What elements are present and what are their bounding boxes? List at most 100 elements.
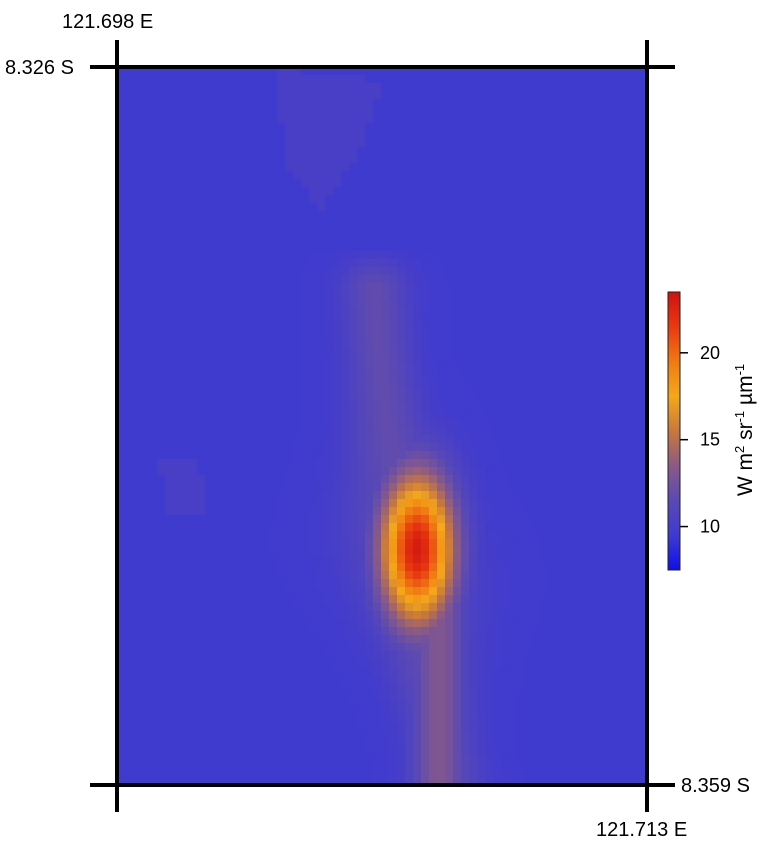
heatmap-cell [397, 99, 405, 107]
heatmap-cell [485, 395, 493, 403]
heatmap-cell [141, 371, 149, 379]
heatmap-cell [597, 139, 605, 147]
heatmap-cell [253, 483, 261, 491]
heatmap-cell [221, 187, 229, 195]
heatmap-cell [597, 395, 605, 403]
heatmap-cell [461, 507, 469, 515]
heatmap-cell [205, 235, 213, 243]
heatmap-cell [485, 651, 493, 659]
heatmap-cell [125, 363, 133, 371]
heatmap-cell [269, 211, 277, 219]
heatmap-cell [149, 235, 157, 243]
heatmap-cell [501, 627, 509, 635]
heatmap-cell [565, 315, 573, 323]
heatmap-cell [141, 427, 149, 435]
heatmap-cell [541, 619, 549, 627]
heatmap-cell [533, 403, 541, 411]
heatmap-cell [141, 403, 149, 411]
heatmap-cell [301, 627, 309, 635]
heatmap-cell [157, 507, 165, 515]
heatmap-cell [253, 371, 261, 379]
heatmap-cell [541, 539, 549, 547]
heatmap-cell [397, 563, 405, 571]
heatmap-cell [477, 451, 485, 459]
heatmap-cell [341, 187, 349, 195]
heatmap-cell [373, 475, 381, 483]
heatmap-cell [373, 395, 381, 403]
heatmap-cell [197, 187, 205, 195]
heatmap-cell [333, 635, 341, 643]
heatmap-cell [165, 659, 173, 667]
heatmap-cell [501, 275, 509, 283]
heatmap-cell [541, 643, 549, 651]
heatmap-cell [293, 635, 301, 643]
heatmap-cell [149, 451, 157, 459]
heatmap-cell [469, 499, 477, 507]
heatmap-cell [437, 627, 445, 635]
heatmap-cell [277, 547, 285, 555]
heatmap-cell [469, 115, 477, 123]
heatmap-cell [285, 635, 293, 643]
heatmap-cell [485, 99, 493, 107]
heatmap-cell [365, 475, 373, 483]
heatmap-cell [517, 627, 525, 635]
heatmap-cell [213, 635, 221, 643]
heatmap-cell [541, 163, 549, 171]
heatmap-cell [365, 611, 373, 619]
heatmap-cell [437, 555, 445, 563]
heatmap-cell [597, 99, 605, 107]
heatmap-cell [189, 459, 197, 467]
heatmap-cell [213, 315, 221, 323]
heatmap-cell [141, 483, 149, 491]
heatmap-cell [605, 587, 613, 595]
heatmap-cell [533, 299, 541, 307]
heatmap-cell [389, 419, 397, 427]
heatmap-cell [525, 107, 533, 115]
heatmap-cell [509, 75, 517, 83]
heatmap-cell [293, 451, 301, 459]
heatmap-cell [493, 131, 501, 139]
heatmap-cell [301, 571, 309, 579]
heatmap-cell [589, 323, 597, 331]
heatmap-cell [309, 603, 317, 611]
heatmap-cell [493, 651, 501, 659]
heatmap-cell [589, 115, 597, 123]
heatmap-cell [301, 459, 309, 467]
heatmap-cell [493, 219, 501, 227]
heatmap-cell [165, 155, 173, 163]
heatmap-cell [317, 491, 325, 499]
heatmap-cell [173, 507, 181, 515]
heatmap-cell [205, 115, 213, 123]
heatmap-cell [141, 651, 149, 659]
heatmap-cell [597, 435, 605, 443]
heatmap-cell [341, 227, 349, 235]
heatmap-cell [421, 475, 429, 483]
heatmap-cell [485, 571, 493, 579]
heatmap-cell [629, 355, 637, 363]
heatmap-cell [285, 131, 293, 139]
heatmap-cell [493, 243, 501, 251]
heatmap-cell [413, 387, 421, 395]
heatmap-cell [453, 243, 461, 251]
heatmap-cell [613, 395, 621, 403]
heatmap-cell [589, 227, 597, 235]
heatmap-cell [381, 147, 389, 155]
heatmap-cell [349, 603, 357, 611]
heatmap-cell [293, 131, 301, 139]
heatmap-cell [197, 435, 205, 443]
heatmap-cell [309, 627, 317, 635]
heatmap-cell [117, 467, 125, 475]
heatmap-cell [261, 235, 269, 243]
heatmap-cell [197, 307, 205, 315]
heatmap-cell [237, 347, 245, 355]
heatmap-cell [205, 515, 213, 523]
heatmap-cell [389, 515, 397, 523]
heatmap-cell [317, 555, 325, 563]
heatmap-cell [349, 267, 357, 275]
heatmap-cell [621, 195, 629, 203]
heatmap-cell [453, 603, 461, 611]
heatmap-cell [605, 403, 613, 411]
heatmap-cell [133, 91, 141, 99]
heatmap-cell [365, 571, 373, 579]
heatmap-cell [253, 75, 261, 83]
